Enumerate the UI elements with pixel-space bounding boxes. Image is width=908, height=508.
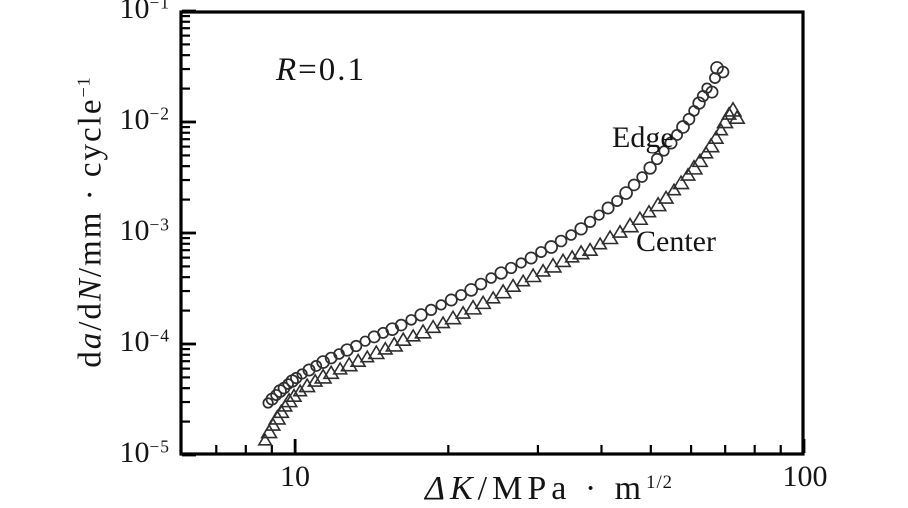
marker-edge-circle: [565, 229, 577, 241]
x-axis-title: ΔK/MPa · m1/2: [425, 470, 673, 507]
marker-edge-circle: [636, 171, 648, 183]
marker-center-triangle: [716, 113, 734, 129]
marker-center-triangle: [414, 323, 433, 339]
y-tick-label-1e-3: 10−3: [119, 214, 170, 247]
marker-edge-circle: [535, 246, 548, 258]
marker-edge-circle: [524, 251, 538, 265]
marker-edge-circle: [504, 261, 518, 275]
marker-edge-circle: [270, 389, 283, 401]
marker-center-triangle: [707, 129, 725, 144]
marker-edge-circle: [494, 266, 508, 280]
marker-edge-circle: [705, 85, 719, 99]
marker-edge-circle: [619, 186, 633, 200]
frame-rect: [179, 10, 805, 456]
marker-edge-circle: [554, 234, 568, 248]
marker-edge-circle: [310, 360, 323, 372]
marker-edge-circle: [593, 209, 605, 221]
marker-center-triangle: [728, 109, 746, 124]
marker-center-triangle: [713, 122, 729, 136]
marker-center-triangle: [292, 383, 308, 397]
marker-center-triangle: [260, 423, 278, 439]
marker-center-triangle: [257, 432, 273, 446]
marker-center-triangle: [620, 216, 640, 233]
marker-center-triangle: [684, 159, 704, 175]
marker-edge-circle: [676, 120, 690, 134]
marker-edge-circle: [716, 65, 730, 79]
marker-center-triangle: [720, 106, 738, 120]
plot-frame: [179, 10, 805, 456]
y-tick-label-1e-1: 10−1: [119, 0, 170, 25]
x-tick-label-10: 10: [280, 460, 310, 493]
marker-edge-circle: [664, 136, 678, 150]
marker-center-triangle: [701, 137, 721, 153]
marker-edge-circle: [350, 339, 363, 353]
marker-center-triangle: [649, 196, 668, 212]
marker-center-triangle: [313, 368, 333, 384]
marker-edge-circle: [643, 161, 657, 175]
marker-edge-circle: [682, 112, 696, 126]
marker-edge-circle: [262, 397, 274, 409]
marker-edge-circle: [627, 178, 641, 192]
marker-edge-circle: [444, 293, 458, 307]
marker-edge-circle: [485, 272, 497, 284]
marker-center-triangle: [666, 182, 682, 196]
marker-edge-circle: [611, 195, 624, 208]
marker-edge-circle: [474, 277, 488, 291]
marker-edge-circle: [414, 308, 428, 322]
marker-edge-circle: [316, 355, 330, 369]
marker-edge-circle: [455, 289, 468, 302]
marker-edge-circle: [394, 318, 408, 332]
marker-center-triangle: [384, 336, 404, 352]
marker-edge-circle: [583, 215, 597, 228]
marker-center-triangle: [631, 210, 649, 226]
marker-edge-circle: [650, 152, 664, 166]
marker-center-triangle: [723, 101, 743, 117]
y-tick-label-1e-4: 10−4: [119, 325, 170, 358]
marker-edge-circle: [282, 378, 294, 390]
y-axis-title: da/dN/mm · cycle−1: [72, 76, 109, 368]
marker-edge-circle: [435, 299, 447, 311]
marker-center-triangle: [280, 392, 299, 408]
marker-center-triangle: [672, 174, 690, 190]
data-markers: [257, 61, 746, 446]
marker-edge-circle: [405, 314, 417, 326]
y-tick-label-1e-2: 10−2: [119, 103, 170, 136]
y-tick-label-1e-5: 10−5: [119, 436, 170, 469]
stress-ratio-annotation: R=0.1: [276, 52, 367, 88]
marker-edge-circle: [692, 96, 706, 110]
marker-center-triangle: [307, 373, 324, 387]
axis-ticks: [182, 9, 806, 457]
marker-edge-circle: [464, 283, 479, 297]
marker-edge-circle: [544, 240, 559, 254]
marker-center-triangle: [554, 252, 572, 268]
marker-edge-circle: [658, 145, 670, 157]
marker-edge-circle: [424, 303, 438, 316]
series-label-edge: Edge: [612, 121, 674, 154]
marker-center-triangle: [435, 315, 451, 329]
marker-edge-circle: [601, 201, 615, 215]
x-tick-label-100: 100: [782, 460, 828, 493]
marker-edge-circle: [296, 368, 308, 380]
marker-center-triangle: [691, 152, 709, 168]
series-label-center: Center: [636, 225, 716, 258]
marker-center-triangle: [515, 273, 531, 287]
marker-edge-circle: [515, 257, 527, 269]
marker-edge-circle: [574, 222, 588, 236]
marker-center-triangle: [657, 189, 675, 204]
